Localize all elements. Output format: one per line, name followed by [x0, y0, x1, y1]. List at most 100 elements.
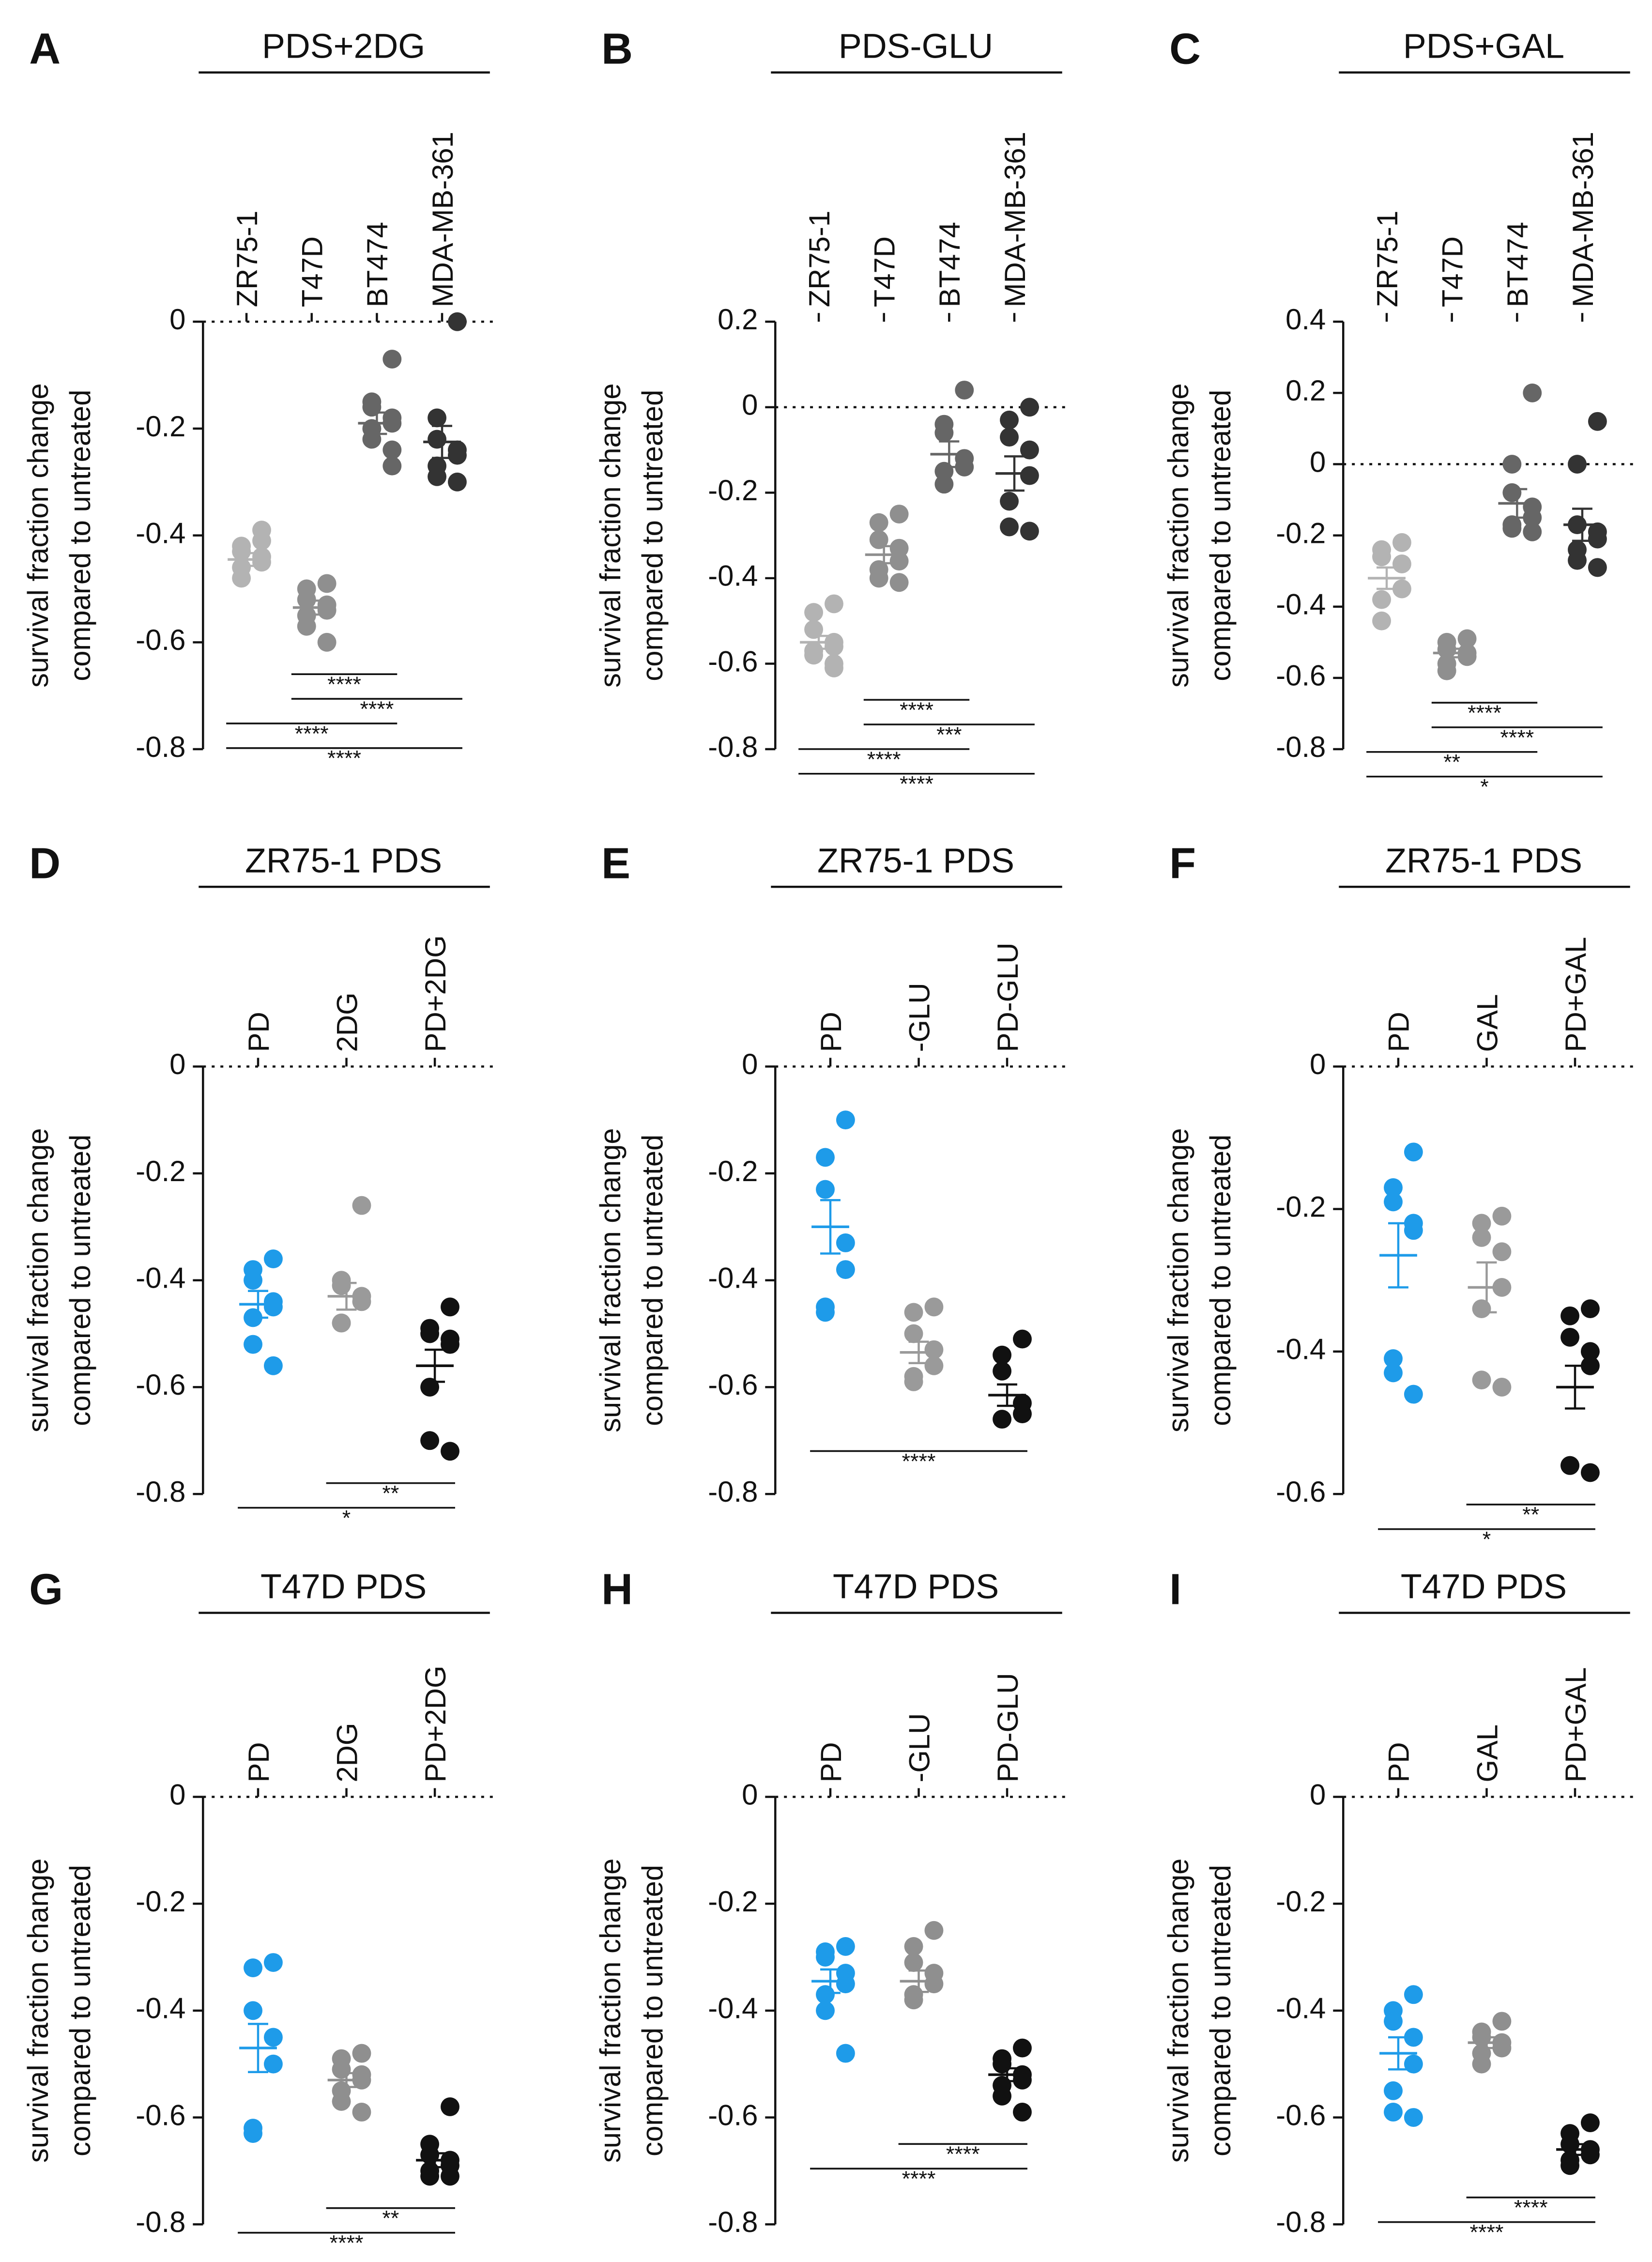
category-label: ZR75-1: [231, 211, 263, 308]
y-tick-label: 0: [169, 1048, 185, 1080]
data-point: [1472, 1370, 1491, 1390]
significance-label: ****: [946, 2141, 980, 2166]
y-tick-label: -0.4: [136, 1992, 185, 2025]
panel: B PDS-GLU survival fraction change compared…: [594, 25, 1065, 796]
sem-bar: [939, 440, 960, 468]
data-point: [836, 1110, 855, 1130]
category-label: PD: [243, 1742, 275, 1782]
panel: G T47D PDS survival fraction change compare…: [22, 1565, 493, 2255]
panel: A PDS+2DG survival fraction change compared…: [22, 25, 493, 770]
category-label: PD-GLU: [992, 1673, 1024, 1782]
data-point: [441, 1335, 459, 1354]
y-axis-label: compared to untreated: [1204, 1135, 1237, 1426]
y-axis-label: survival fraction change: [1162, 383, 1194, 688]
data-point: [1020, 466, 1039, 485]
data-point: [382, 440, 402, 460]
category-label: MDA-MB-361: [427, 132, 459, 307]
sem-bar: [1388, 2036, 1408, 2071]
data-point: [263, 1249, 283, 1269]
y-tick-label: -0.2: [136, 1885, 185, 1918]
significance-label: ****: [330, 2231, 364, 2255]
y-tick-label: 0: [1310, 446, 1326, 478]
data-point: [420, 2167, 440, 2186]
data-point: [1404, 1142, 1423, 1162]
sem-bar: [248, 2023, 268, 2073]
panel-title: T47D PDS: [1401, 1568, 1567, 1606]
y-tick-label: -0.8: [708, 1476, 758, 1508]
sem-bar: [1476, 1261, 1497, 1314]
sem-bar: [908, 1340, 929, 1364]
category-label: 2DG: [331, 992, 363, 1052]
sem-bar: [1377, 566, 1397, 590]
data-point: [244, 2124, 262, 2143]
data-point: [1472, 1299, 1491, 1319]
data-point: [904, 1372, 923, 1391]
data-point: [1560, 2156, 1580, 2175]
data-point: [1392, 533, 1411, 552]
y-tick-label: -0.4: [708, 1262, 758, 1294]
data-point: [244, 1271, 262, 1290]
significance-label: **: [1522, 1502, 1539, 1527]
data-point: [1492, 2012, 1512, 2031]
data-point: [1384, 2081, 1403, 2100]
data-point: [317, 632, 337, 652]
y-axis-label: compared to untreated: [64, 1135, 96, 1426]
y-tick-label: -0.6: [136, 2099, 185, 2131]
data-point: [1523, 522, 1542, 541]
sem-bar: [1572, 508, 1592, 542]
sem-bar: [1507, 488, 1528, 519]
data-point: [448, 446, 467, 465]
data-point: [1372, 611, 1392, 631]
sem-bar: [873, 545, 894, 565]
sem-bar: [367, 411, 387, 435]
y-tick-label: -0.2: [1276, 1885, 1326, 1918]
panel-title: T47D PDS: [833, 1568, 999, 1606]
data-point: [924, 1974, 944, 1994]
significance-label: *: [1480, 774, 1488, 799]
data-point: [1580, 1356, 1600, 1375]
data-point: [934, 475, 954, 494]
data-point: [1502, 519, 1522, 538]
category-label: MDA-MB-361: [1567, 132, 1599, 307]
sem-bar: [908, 1969, 929, 1993]
y-tick-label: 0: [742, 1048, 758, 1080]
data-point: [804, 646, 824, 665]
panel-title: ZR75-1 PDS: [817, 841, 1014, 880]
y-axis-label: compared to untreated: [1204, 390, 1237, 681]
category-label: ZR75-1: [1371, 211, 1404, 308]
data-point: [825, 594, 843, 614]
panel: F ZR75-1 PDS survival fraction change compa…: [1162, 839, 1633, 1552]
panel: E ZR75-1 PDS survival fraction change compa…: [594, 839, 1065, 1508]
y-tick-label: -0.6: [708, 1369, 758, 1401]
y-axis-label: survival fraction change: [594, 1859, 627, 2163]
data-point: [1580, 1299, 1600, 1319]
data-point: [1437, 661, 1456, 680]
data-point: [1013, 1329, 1032, 1349]
y-tick-label: -0.6: [1276, 660, 1326, 692]
y-tick-label: -0.2: [1276, 1190, 1326, 1223]
significance-label: ****: [902, 2166, 936, 2191]
panel: I T47D PDS survival fraction change compare…: [1162, 1565, 1633, 2244]
data-point: [420, 1377, 440, 1397]
data-point: [825, 658, 843, 677]
data-point: [869, 569, 888, 588]
sem-bar: [336, 1281, 357, 1311]
category-label: GAL: [1471, 1724, 1503, 1783]
sem-bar: [1476, 2036, 1497, 2049]
data-point: [352, 1196, 371, 1215]
data-point: [924, 1340, 944, 1359]
panel-title: PDS+2DG: [262, 27, 425, 66]
data-point: [889, 573, 909, 592]
significance-label: *: [342, 1505, 351, 1530]
data-point: [1502, 455, 1522, 474]
data-point: [317, 600, 337, 620]
data-point: [441, 1297, 459, 1317]
data-point: [955, 381, 974, 400]
category-label: -GLU: [903, 1713, 935, 1783]
sem-bar: [432, 425, 452, 459]
data-point: [448, 312, 467, 331]
significance-label: ****: [295, 721, 329, 746]
y-tick-label: -0.4: [1276, 588, 1326, 621]
data-point: [352, 2103, 371, 2122]
sem-bar: [997, 2067, 1017, 2082]
